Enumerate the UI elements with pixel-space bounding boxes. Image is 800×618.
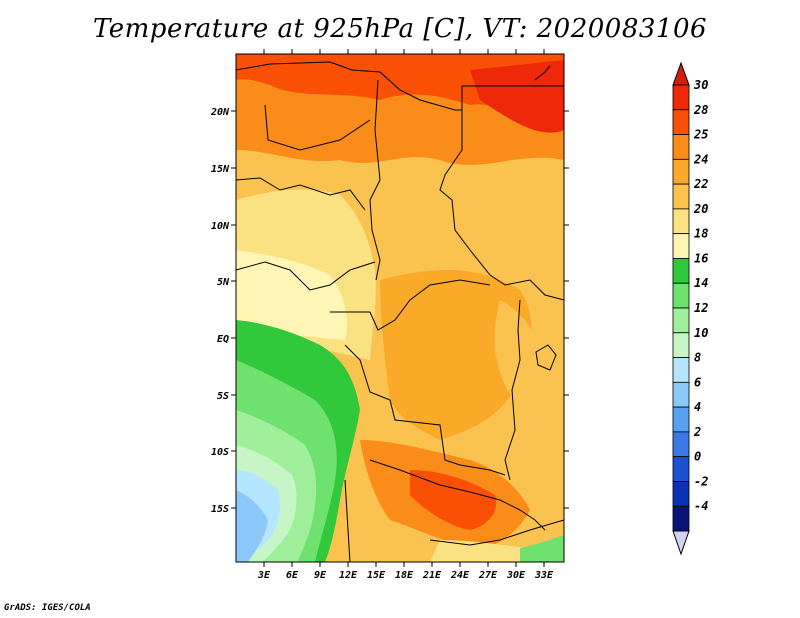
border-nigeria [236, 261, 376, 291]
colorbar-segment [672, 282, 690, 309]
colorbar-label: 22 [693, 177, 708, 191]
lon-label-15e: 15E [367, 570, 386, 581]
field-band-20-south [430, 540, 548, 562]
colorbar-top-arrow [672, 61, 690, 86]
field-band-18 [236, 250, 347, 340]
colorbar-segment [672, 307, 690, 334]
lon-label-30e: 30E [506, 570, 526, 581]
colorbar-label: 10 [694, 326, 708, 340]
lat-label-15n: 15N [211, 164, 230, 175]
colorbar-label: 24 [693, 152, 708, 166]
colorbar-label: 25 [693, 128, 708, 142]
border-sahara [236, 61, 564, 111]
lon-label-9e: 9E [314, 570, 327, 581]
border-car [330, 279, 491, 331]
colorbar-label: 4 [694, 400, 701, 414]
lat-label-eq: EQ [217, 334, 229, 345]
colorbar-segment [672, 431, 690, 458]
colorbar-label: 2 [693, 425, 701, 439]
border-south [369, 459, 546, 531]
lon-label-6e: 6E [286, 570, 299, 581]
colorbar-label: 18 [694, 227, 708, 241]
credit-text: GrADS: IGES/COLA [4, 603, 91, 613]
coast-redsea [534, 65, 551, 81]
border-chad [369, 79, 381, 281]
lat-label-15s: 15S [211, 504, 229, 515]
chart-title: Temperature at 925hPa [C], VT: 202008310… [92, 14, 708, 44]
colorbar-segment [672, 505, 690, 532]
lake-victoria [535, 344, 557, 371]
border-niger [264, 104, 371, 151]
colorbar-segment [672, 134, 690, 160]
lat-label-10n: 10N [211, 221, 230, 232]
lat-axis: 20N 15N 10N 5N EQ 5S 10S 15S [210, 107, 569, 515]
border-west [236, 177, 366, 211]
field-highlands [494, 300, 540, 400]
colorbar-segment [672, 481, 690, 507]
map-frame [235, 53, 565, 563]
colorbar-segment [672, 406, 690, 433]
colorbar-bottom-arrow [672, 530, 690, 556]
colorbar-label: 20 [693, 202, 708, 216]
colorbar-label: 14 [694, 276, 708, 290]
lon-label-33e: 33E [534, 570, 554, 581]
colorbar-segment [672, 332, 690, 358]
colorbar-label: 30 [693, 78, 708, 92]
colorbar-segment [672, 158, 690, 185]
field-band-28-south [410, 470, 497, 530]
colorbar-segment [672, 381, 690, 408]
colorbar-label: -4 [694, 499, 708, 513]
border-angola [344, 479, 351, 562]
lat-label-10s: 10S [211, 447, 229, 458]
colorbar-segment [672, 183, 690, 210]
lon-label-3e: 3E [257, 570, 271, 581]
colorbar-label: 6 [694, 375, 701, 389]
colorbar-label: 8 [694, 351, 701, 365]
lat-label-20n: 20N [210, 107, 230, 118]
lon-label-24e: 24E [450, 570, 470, 581]
colorbar-segment [672, 109, 690, 135]
field-green-south [520, 535, 564, 562]
border-east [504, 299, 521, 481]
temperature-field [236, 54, 564, 562]
border-zambezi [429, 519, 564, 546]
field-band-24 [380, 270, 532, 440]
lon-label-12e: 12E [339, 570, 358, 581]
border-drc [344, 344, 506, 476]
lon-label-21e: 21E [422, 570, 442, 581]
colorbar-segment [672, 456, 690, 482]
lon-axis: 3E 6E 9E 12E 15E 18E 21E 24E 27E 30E 33E [257, 49, 554, 581]
lon-label-18e: 18E [395, 570, 414, 581]
country-borders [236, 61, 564, 562]
colorbar-segment [672, 357, 690, 383]
colorbar-label: -2 [694, 474, 708, 488]
border-sudan [439, 110, 564, 301]
colorbar-label: 12 [694, 301, 708, 315]
lon-label-27e: 27E [478, 570, 498, 581]
colorbar-segment [672, 208, 690, 235]
colorbar-label: 16 [694, 251, 708, 265]
field-band-6 [236, 490, 268, 562]
field-band-30 [470, 60, 564, 133]
colorbar-label: 28 [693, 103, 708, 117]
lat-label-5n: 5N [217, 277, 230, 288]
colorbar-segment [672, 233, 690, 259]
colorbar-segment [672, 84, 690, 111]
colorbar-segment [672, 258, 690, 284]
colorbar-label: 0 [694, 450, 701, 464]
lat-label-5s: 5S [217, 391, 229, 402]
